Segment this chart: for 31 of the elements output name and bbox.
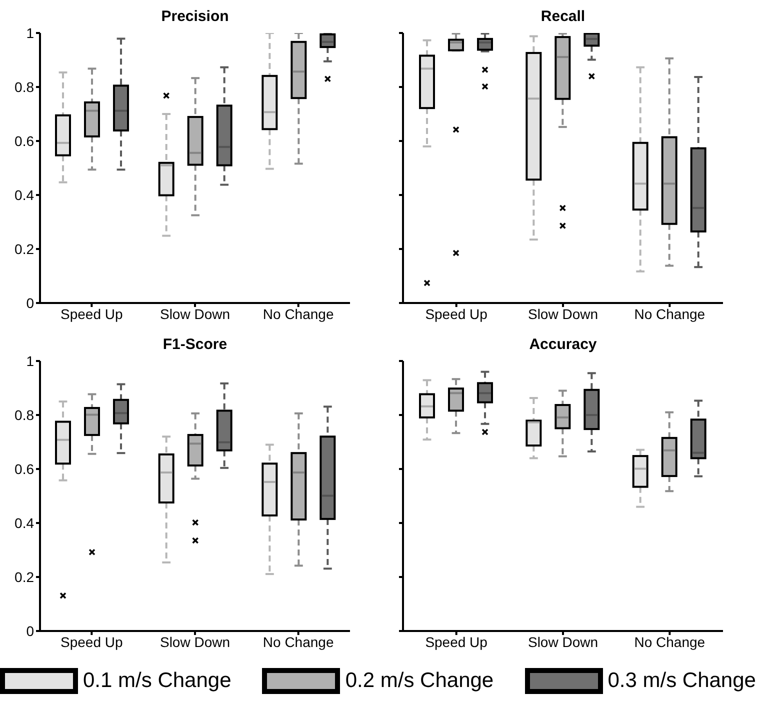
y-tick-label: 0.6 bbox=[14, 460, 34, 477]
y-tick-label: 0 bbox=[26, 622, 34, 639]
x-tick-label: Speed Up bbox=[425, 634, 488, 650]
y-tick-label: 1 bbox=[26, 24, 34, 41]
y-tick-label: 0.4 bbox=[14, 514, 34, 531]
y-tick-label: 0.2 bbox=[14, 240, 34, 257]
legend-label: 0.2 m/s Change bbox=[345, 669, 494, 693]
y-tick-label: 0.8 bbox=[14, 406, 34, 423]
legend-label: 0.1 m/s Change bbox=[83, 669, 232, 693]
y-tick-label: 0 bbox=[26, 294, 34, 311]
x-tick-label: Speed Up bbox=[60, 306, 124, 322]
x-tick-label: Slow Down bbox=[160, 634, 230, 650]
chart-title: Recall bbox=[540, 8, 586, 27]
x-tick-label: Slow Down bbox=[528, 634, 598, 650]
y-tick-label: 0.6 bbox=[14, 132, 34, 149]
y-tick-label: 0.2 bbox=[14, 568, 34, 585]
y-tick-label: 1 bbox=[26, 352, 34, 369]
y-tick-label: 0.8 bbox=[14, 78, 34, 95]
chart-title: F1-Score bbox=[162, 336, 228, 355]
x-tick-label: Slow Down bbox=[528, 306, 598, 322]
x-tick-label: No Change bbox=[262, 306, 334, 322]
chart-title: Accuracy bbox=[528, 336, 598, 355]
x-tick-label: No Change bbox=[262, 634, 334, 650]
y-tick-label: 0.4 bbox=[14, 186, 34, 203]
x-tick-label: Slow Down bbox=[160, 306, 230, 322]
chart-title: Precision bbox=[160, 8, 230, 27]
x-tick-label: No Change bbox=[634, 306, 706, 322]
legend-label: 0.3 m/s Change bbox=[608, 669, 756, 693]
x-tick-label: Speed Up bbox=[425, 306, 488, 322]
x-tick-label: Speed Up bbox=[60, 634, 124, 650]
x-tick-label: No Change bbox=[634, 634, 706, 650]
